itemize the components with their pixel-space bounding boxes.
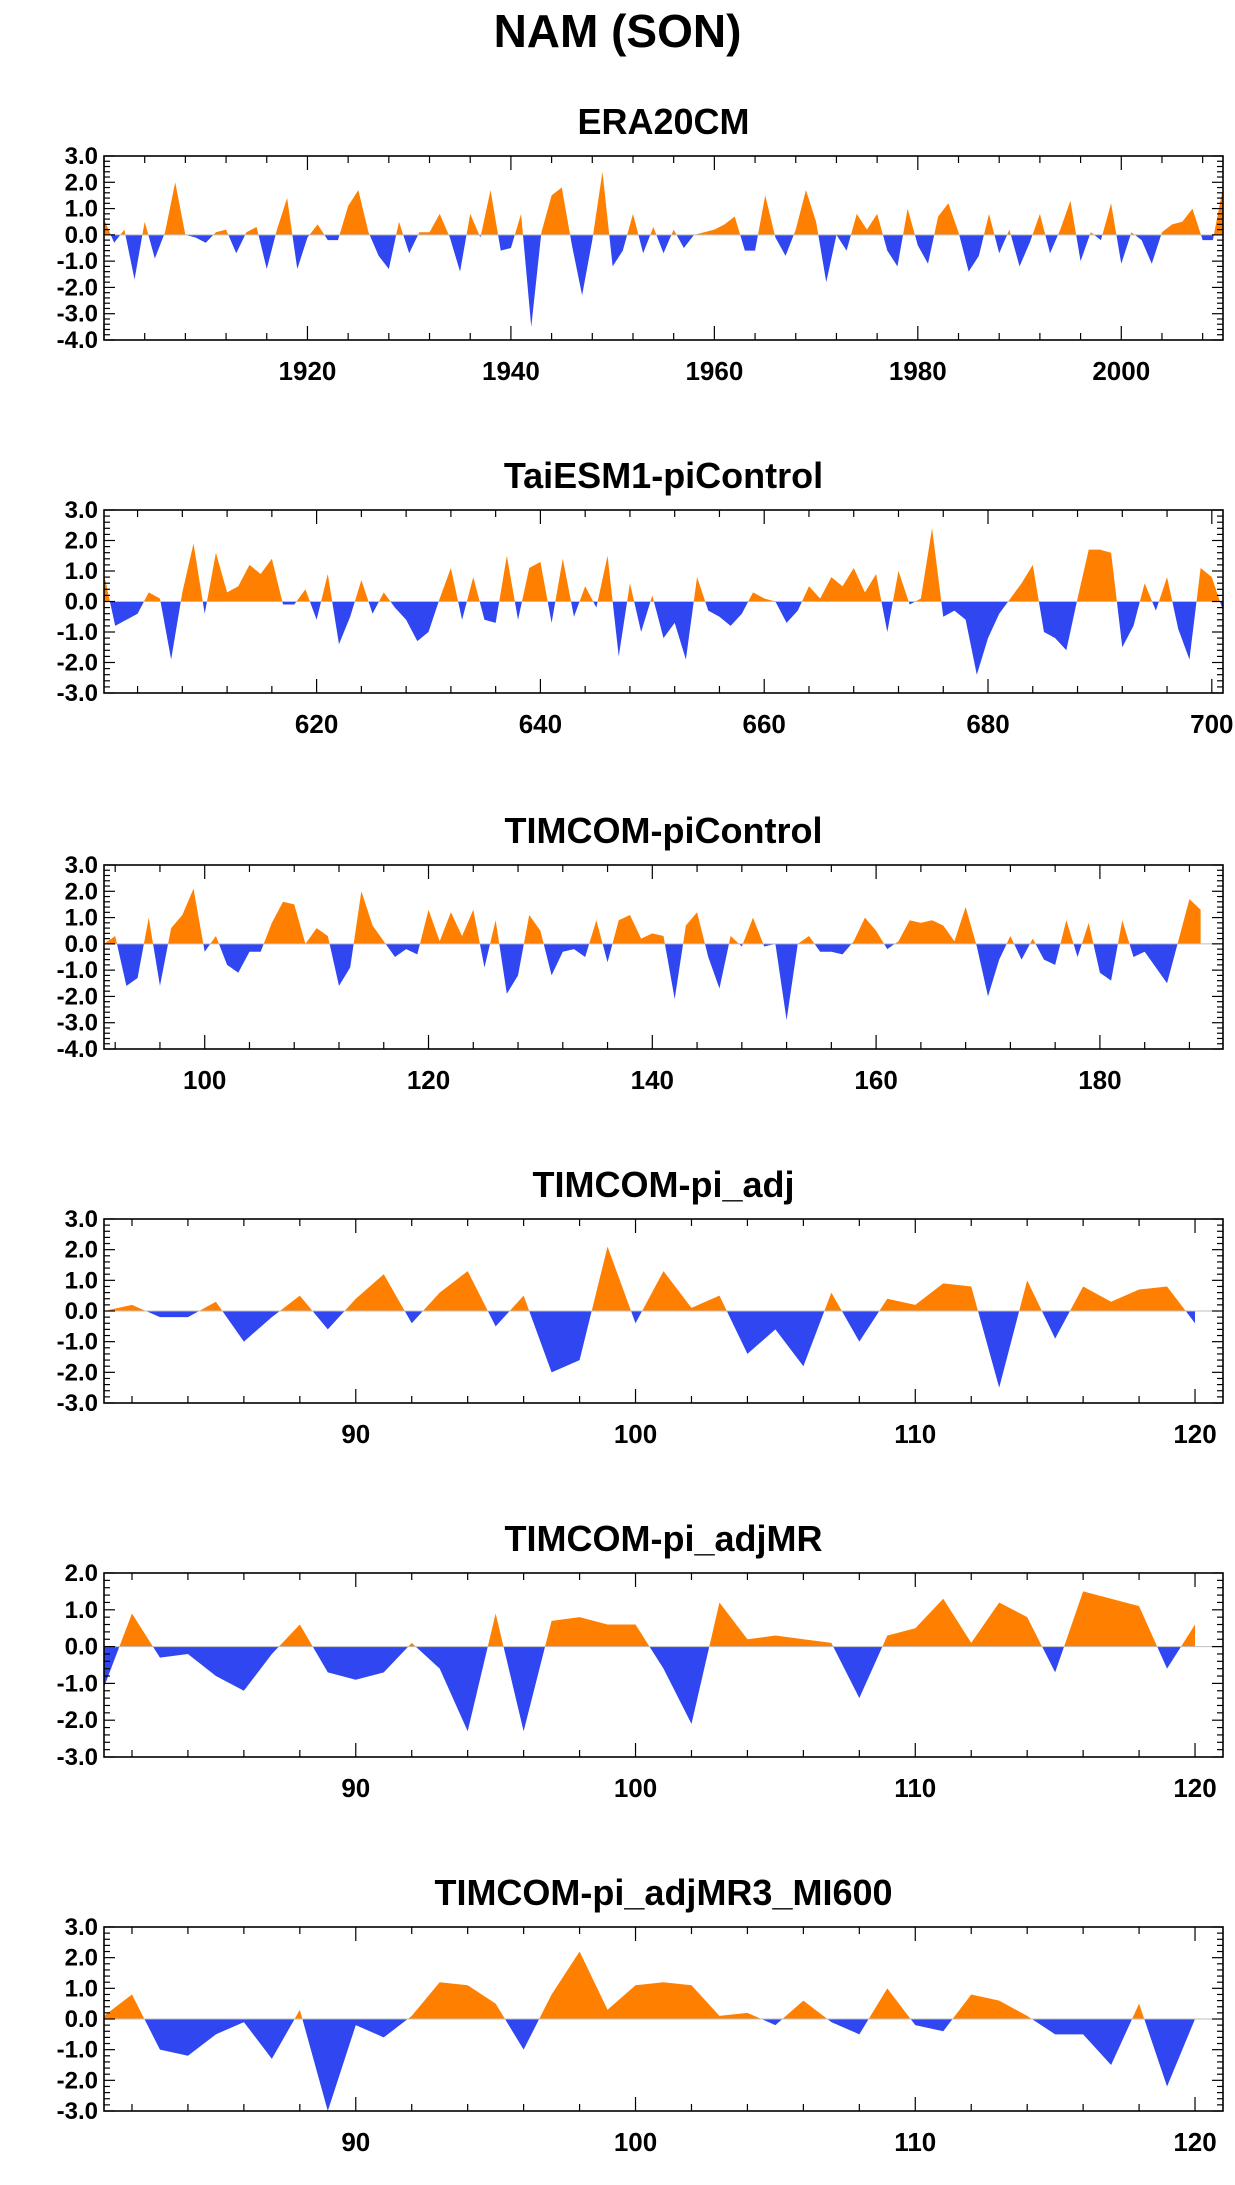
chart-title: TaiESM1-piControl [504, 455, 823, 496]
chart-title: TIMCOM-pi_adjMR3_MI600 [434, 1872, 892, 1913]
x-tick-label: 120 [1173, 2127, 1216, 2157]
y-tick-label: -1.0 [57, 1670, 98, 1697]
y-tick-label: -2.0 [57, 650, 98, 677]
x-tick-label: 620 [295, 709, 338, 739]
chart-panel-3: TIMCOM-piControl 3.02.01.00.0-1.0-2.0-3.0… [57, 810, 1224, 1095]
y-tick-label: -2.0 [57, 2067, 98, 2094]
chart-panel-5: TIMCOM-pi_adjMR 2.0 1.0 0.0 -1.0 -2.0 -3.0 90 10… [57, 1518, 1224, 1803]
y-tick-label: 2.0 [65, 1560, 98, 1587]
x-tick-label: 680 [966, 709, 1009, 739]
y-tick-label: 0.0 [65, 1634, 98, 1661]
y-tick-label: 1.0 [65, 558, 98, 585]
y-tick-label: 0.0 [65, 222, 98, 249]
x-tick-label: 100 [614, 2127, 657, 2157]
x-tick-label: 120 [407, 1065, 450, 1095]
y-tick-label: -1.0 [57, 1329, 98, 1356]
series-negative-area [104, 1646, 1196, 1732]
y-tick-label: 0.0 [65, 2006, 98, 2033]
series-positive-area [104, 1246, 1196, 1311]
y-tick-label: 1.0 [65, 196, 98, 223]
y-tick-label: -2.0 [57, 983, 98, 1010]
x-tick-label: 1960 [685, 356, 743, 386]
y-tick-label: -1.0 [57, 2037, 98, 2064]
y-tick-label: -4.0 [57, 1036, 98, 1063]
series-negative-area [104, 2019, 1196, 2111]
y-tick-label: 2.0 [65, 169, 98, 196]
y-tick-label: 2.0 [65, 528, 98, 555]
x-tick-label: 640 [519, 709, 562, 739]
y-tick-label: 3.0 [65, 1206, 98, 1233]
y-tick-label: 2.0 [65, 878, 98, 905]
chart-panel-6: TIMCOM-pi_adjMR3_MI600 3.0 2.0 1.0 0.0 -1.0 -2… [57, 1872, 1224, 2157]
x-tick-label: 660 [743, 709, 786, 739]
series-positive-area [104, 528, 1223, 602]
x-tick-label: 100 [614, 1419, 657, 1449]
x-tick-label: 1980 [889, 356, 947, 386]
page-title: NAM (SON) [493, 5, 742, 57]
y-tick-label: -1.0 [57, 248, 98, 275]
x-tick-label: 180 [1078, 1065, 1121, 1095]
series-positive-area [104, 171, 1223, 235]
y-tick-label: 1.0 [65, 1597, 98, 1624]
x-tick-label: 90 [341, 2127, 370, 2157]
x-tick-label: 2000 [1092, 356, 1150, 386]
series-negative-area [104, 1311, 1196, 1388]
y-tick-label: -2.0 [57, 1707, 98, 1734]
y-tick-label: 3.0 [65, 1914, 98, 1941]
y-tick-label: 0.0 [65, 931, 98, 958]
series-positive-area [104, 888, 1201, 944]
chart-title: ERA20CM [577, 101, 749, 142]
x-tick-label: 140 [631, 1065, 674, 1095]
chart-title: TIMCOM-pi_adj [533, 1164, 795, 1205]
chart-panel-4: TIMCOM-pi_adj 3.0 2.0 1.0 0.0 -1.0 -2.0 -3.0 90 1… [57, 1164, 1224, 1449]
y-tick-label: -3.0 [57, 2098, 98, 2125]
series-negative-area [104, 943, 1201, 1021]
x-tick-label: 1940 [482, 356, 540, 386]
chart-title: TIMCOM-pi_adjMR [505, 1518, 823, 1559]
y-tick-label: -3.0 [57, 1390, 98, 1417]
y-tick-label: 3.0 [65, 143, 98, 170]
y-tick-label: -1.0 [57, 957, 98, 984]
plot-frame [103, 1572, 1224, 1758]
x-tick-label: 700 [1190, 709, 1233, 739]
chart-title: TIMCOM-piControl [505, 810, 823, 851]
x-tick-label: 110 [894, 1773, 936, 1803]
x-tick-label: 120 [1173, 1419, 1216, 1449]
x-tick-label: 110 [894, 2127, 936, 2157]
y-tick-label: -3.0 [57, 680, 98, 707]
x-tick-label: 1920 [279, 356, 337, 386]
x-tick-label: 90 [341, 1419, 370, 1449]
plot-frame [103, 864, 1224, 1050]
series-negative-area [104, 601, 1223, 675]
y-tick-label: -2.0 [57, 1359, 98, 1386]
y-tick-label: -4.0 [57, 327, 98, 354]
x-tick-label: 120 [1173, 1773, 1216, 1803]
y-tick-label: 2.0 [65, 1237, 98, 1264]
y-tick-label: 3.0 [65, 852, 98, 879]
series-positive-area [104, 1591, 1196, 1647]
chart-panel-2: TaiESM1-piControl 3.0 2.0 1.0 0.0 -1.0 -2.0 -3.… [57, 455, 1234, 739]
series-negative-area [104, 234, 1223, 327]
y-tick-label: -2.0 [57, 274, 98, 301]
x-tick-label: 90 [341, 1773, 370, 1803]
y-tick-label: 1.0 [65, 1975, 98, 2002]
x-tick-label: 100 [614, 1773, 657, 1803]
y-tick-label: 0.0 [65, 1298, 98, 1325]
x-tick-label: 110 [894, 1419, 936, 1449]
chart-panel-1: ERA20CM 3.02.01.00.0-1.0-2.0-3.0-4.0 1920 1… [57, 101, 1224, 386]
y-tick-label: -3.0 [57, 1010, 98, 1037]
y-tick-label: -1.0 [57, 619, 98, 646]
x-tick-label: 100 [183, 1065, 226, 1095]
plot-frame [103, 155, 1224, 341]
y-tick-label: 2.0 [65, 1945, 98, 1972]
y-tick-label: 3.0 [65, 497, 98, 524]
y-tick-label: -3.0 [57, 301, 98, 328]
y-tick-label: 1.0 [65, 905, 98, 932]
y-tick-label: 1.0 [65, 1267, 98, 1294]
series-positive-area [104, 1951, 1196, 2019]
y-tick-label: -3.0 [57, 1744, 98, 1771]
y-tick-label: 0.0 [65, 589, 98, 616]
x-tick-label: 160 [854, 1065, 897, 1095]
